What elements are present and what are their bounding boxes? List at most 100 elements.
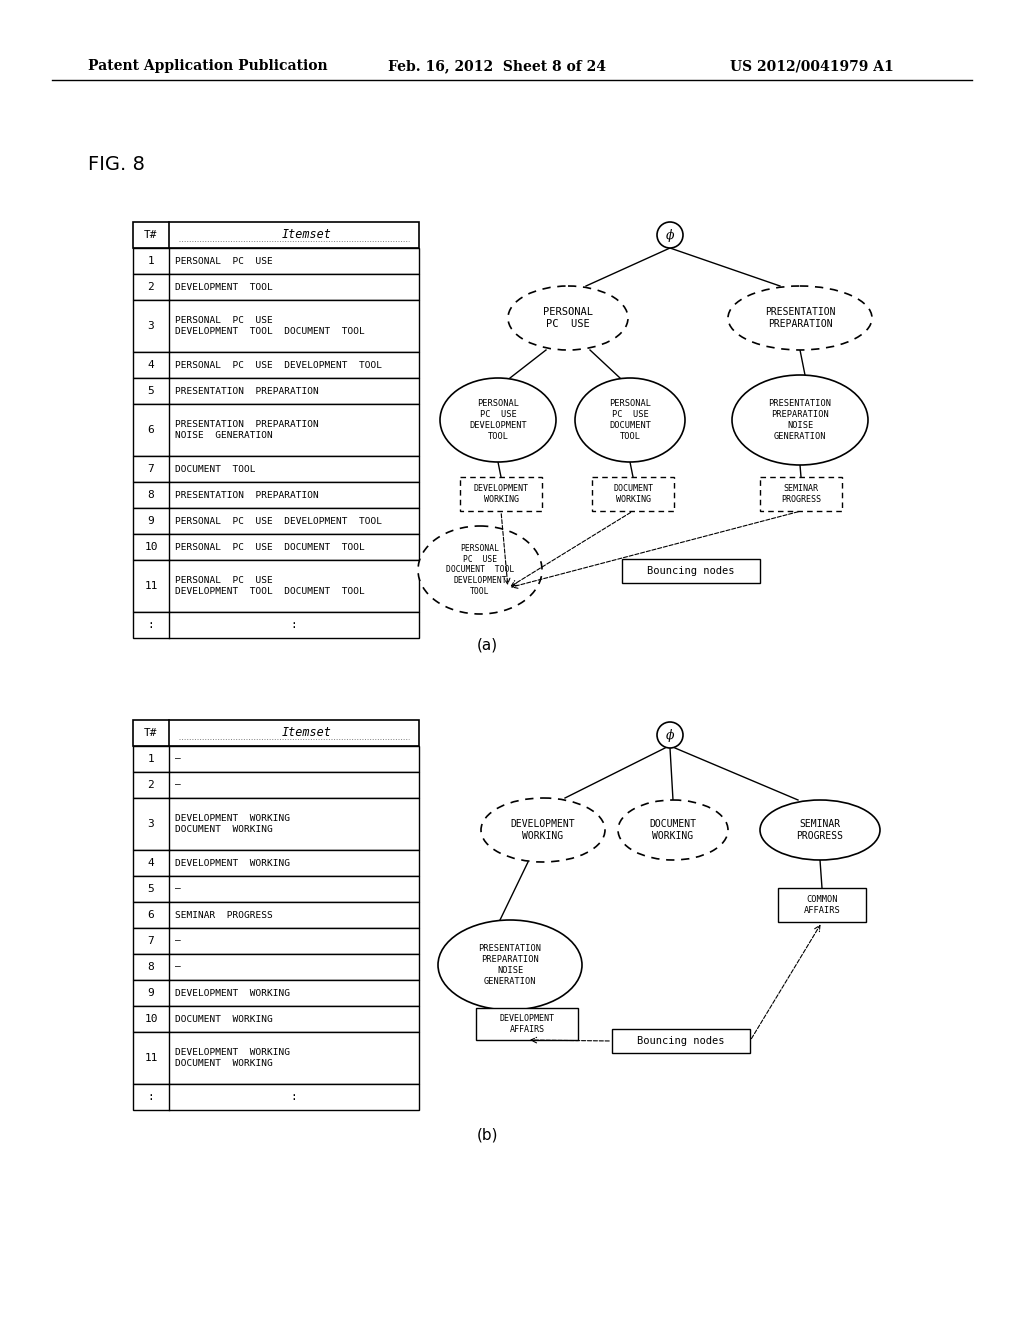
Bar <box>133 772 419 799</box>
Bar <box>133 902 419 928</box>
Text: PERSONAL
PC  USE: PERSONAL PC USE <box>543 308 593 329</box>
Text: SEMINAR
PROGRESS: SEMINAR PROGRESS <box>781 484 821 504</box>
Ellipse shape <box>438 920 582 1010</box>
Text: 1: 1 <box>147 754 155 764</box>
Bar <box>476 1008 578 1040</box>
Text: 10: 10 <box>144 1014 158 1024</box>
Bar <box>133 746 419 772</box>
Text: PRESENTATION
PREPARATION
NOISE
GENERATION: PRESENTATION PREPARATION NOISE GENERATIO… <box>478 944 542 986</box>
Ellipse shape <box>618 800 728 861</box>
Bar <box>133 979 419 1006</box>
Text: Itemset: Itemset <box>282 228 332 242</box>
Text: –: – <box>175 962 181 972</box>
Text: 4: 4 <box>147 360 155 370</box>
Text: DEVELOPMENT
WORKING: DEVELOPMENT WORKING <box>473 484 528 504</box>
Text: 10: 10 <box>144 543 158 552</box>
Text: US 2012/0041979 A1: US 2012/0041979 A1 <box>730 59 894 73</box>
Text: 1: 1 <box>147 256 155 267</box>
Text: 9: 9 <box>147 516 155 525</box>
Text: –: – <box>175 884 181 894</box>
Ellipse shape <box>760 800 880 861</box>
Bar <box>133 300 419 352</box>
Bar <box>133 719 419 746</box>
Text: DEVELOPMENT  TOOL: DEVELOPMENT TOOL <box>175 282 272 292</box>
Bar <box>133 248 419 275</box>
Bar <box>133 876 419 902</box>
Bar <box>133 508 419 535</box>
Ellipse shape <box>418 525 542 614</box>
Bar <box>133 404 419 455</box>
Circle shape <box>657 722 683 748</box>
Text: ϕ: ϕ <box>666 228 674 242</box>
Text: DOCUMENT  TOOL: DOCUMENT TOOL <box>175 465 256 474</box>
Text: COMMON
AFFAIRS: COMMON AFFAIRS <box>804 895 841 915</box>
Text: 5: 5 <box>147 884 155 894</box>
Text: PERSONAL  PC  USE
DEVELOPMENT  TOOL  DOCUMENT  TOOL: PERSONAL PC USE DEVELOPMENT TOOL DOCUMEN… <box>175 315 365 337</box>
Text: 7: 7 <box>147 465 155 474</box>
Bar <box>133 378 419 404</box>
Text: PRESENTATION
PREPARATION
NOISE
GENERATION: PRESENTATION PREPARATION NOISE GENERATIO… <box>768 400 831 441</box>
Text: PERSONAL  PC  USE: PERSONAL PC USE <box>175 256 272 265</box>
Text: 8: 8 <box>147 962 155 972</box>
Circle shape <box>657 222 683 248</box>
Text: Bouncing nodes: Bouncing nodes <box>647 566 735 576</box>
Text: PRESENTATION  PREPARATION: PRESENTATION PREPARATION <box>175 387 318 396</box>
Text: SEMINAR  PROGRESS: SEMINAR PROGRESS <box>175 911 272 920</box>
Bar <box>133 455 419 482</box>
Text: Bouncing nodes: Bouncing nodes <box>637 1036 725 1045</box>
Bar <box>133 850 419 876</box>
Text: :: : <box>291 1092 297 1102</box>
Text: 6: 6 <box>147 425 155 436</box>
Text: DEVELOPMENT  WORKING: DEVELOPMENT WORKING <box>175 858 290 867</box>
Text: 2: 2 <box>147 780 155 789</box>
Ellipse shape <box>481 799 605 862</box>
Text: PERSONAL  PC  USE
DEVELOPMENT  TOOL  DOCUMENT  TOOL: PERSONAL PC USE DEVELOPMENT TOOL DOCUMEN… <box>175 576 365 597</box>
Text: 11: 11 <box>144 581 158 591</box>
Bar <box>133 1084 419 1110</box>
Text: PERSONAL
PC  USE
DOCUMENT  TOOL
DEVELOPMENT
TOOL: PERSONAL PC USE DOCUMENT TOOL DEVELOPMEN… <box>445 544 514 597</box>
Bar <box>133 275 419 300</box>
Text: Patent Application Publication: Patent Application Publication <box>88 59 328 73</box>
Bar <box>133 1032 419 1084</box>
Bar <box>133 612 419 638</box>
Text: DOCUMENT
WORKING: DOCUMENT WORKING <box>613 484 653 504</box>
Bar <box>460 477 542 511</box>
Text: 6: 6 <box>147 909 155 920</box>
Bar <box>592 477 674 511</box>
Text: DEVELOPMENT  WORKING
DOCUMENT  WORKING: DEVELOPMENT WORKING DOCUMENT WORKING <box>175 813 290 834</box>
Bar <box>133 928 419 954</box>
Bar <box>133 799 419 850</box>
Text: DEVELOPMENT
WORKING: DEVELOPMENT WORKING <box>511 818 575 841</box>
Text: 3: 3 <box>147 818 155 829</box>
Text: ϕ: ϕ <box>666 729 674 742</box>
Ellipse shape <box>732 375 868 465</box>
Text: PRESENTATION  PREPARATION
NOISE  GENERATION: PRESENTATION PREPARATION NOISE GENERATIO… <box>175 420 318 441</box>
Text: :: : <box>147 620 155 630</box>
Text: Feb. 16, 2012  Sheet 8 of 24: Feb. 16, 2012 Sheet 8 of 24 <box>388 59 606 73</box>
Text: –: – <box>175 936 181 945</box>
Bar <box>133 482 419 508</box>
Bar <box>133 1006 419 1032</box>
Ellipse shape <box>440 378 556 462</box>
Bar <box>612 1030 750 1053</box>
Text: 3: 3 <box>147 321 155 331</box>
Bar <box>133 222 419 248</box>
Text: (b): (b) <box>476 1127 498 1143</box>
Text: PRESENTATION  PREPARATION: PRESENTATION PREPARATION <box>175 491 318 499</box>
Text: DEVELOPMENT
AFFAIRS: DEVELOPMENT AFFAIRS <box>500 1014 555 1034</box>
Text: 11: 11 <box>144 1053 158 1063</box>
Text: –: – <box>175 755 181 763</box>
Text: PRESENTATION
PREPARATION: PRESENTATION PREPARATION <box>765 308 836 329</box>
Ellipse shape <box>575 378 685 462</box>
Text: T#: T# <box>144 230 158 240</box>
Bar <box>133 560 419 612</box>
Text: (a): (a) <box>476 638 498 652</box>
Text: FIG. 8: FIG. 8 <box>88 156 144 174</box>
Text: PERSONAL  PC  USE  DEVELOPMENT  TOOL: PERSONAL PC USE DEVELOPMENT TOOL <box>175 516 382 525</box>
Text: 8: 8 <box>147 490 155 500</box>
Text: PERSONAL
PC  USE
DEVELOPMENT
TOOL: PERSONAL PC USE DEVELOPMENT TOOL <box>469 400 527 441</box>
Text: :: : <box>147 1092 155 1102</box>
Ellipse shape <box>508 286 628 350</box>
Text: SEMINAR
PROGRESS: SEMINAR PROGRESS <box>797 818 844 841</box>
Text: PERSONAL
PC  USE
DOCUMENT
TOOL: PERSONAL PC USE DOCUMENT TOOL <box>609 400 651 441</box>
